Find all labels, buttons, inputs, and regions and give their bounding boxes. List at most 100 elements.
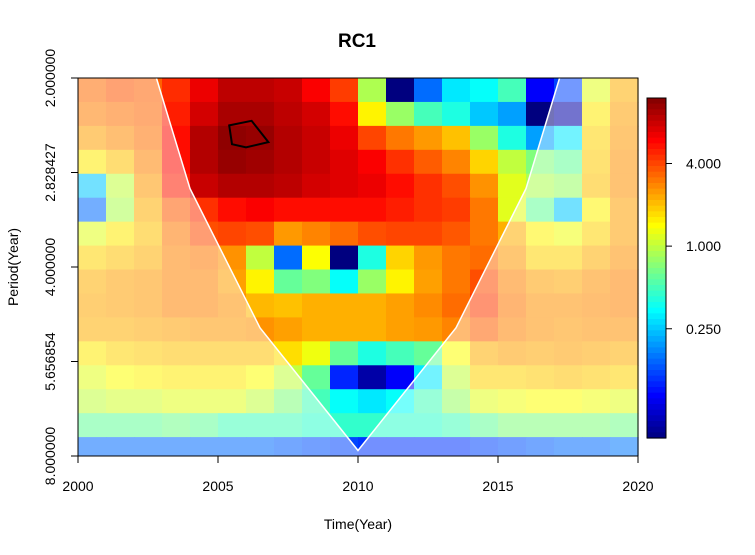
heatmap-cell [78,293,107,318]
heatmap-cell [162,221,191,247]
heatmap-cell [414,173,443,199]
heatmap-cell [302,101,331,127]
heatmap-cell [78,197,107,223]
colorbar-segment [647,160,666,167]
heatmap-cell [498,389,527,414]
heatmap-cell [554,365,583,390]
heatmap-cell [358,293,387,318]
heatmap-cell [106,413,135,438]
cone-boundary-line [155,77,561,452]
colorbar-segment [647,166,666,173]
heatmap-cell [274,293,303,318]
heatmap-cell [414,389,443,414]
heatmap-cell [302,173,331,199]
heatmap-cell [470,341,499,366]
heatmap-cell [106,341,135,366]
heatmap-cell [358,269,387,295]
heatmap-cell [190,413,219,438]
heatmap-cell [554,125,583,151]
heatmap-cell [274,78,303,103]
heatmap-cell [330,245,359,271]
heatmap-cell [526,365,555,390]
x-tick-label: 2010 [342,478,373,494]
colorbar-segment [647,415,666,422]
heatmap-cell [526,125,555,151]
heatmap-cell [526,413,555,438]
heatmap-cell [386,269,415,295]
heatmap-cell [442,365,471,390]
heatmap-cell [106,221,135,247]
heatmap-cell [190,221,219,247]
heatmap-cell [442,245,471,271]
heatmap-cell [274,269,303,295]
heatmap-cell [134,173,163,199]
heatmap-cell [610,413,639,438]
heatmap-cell [134,197,163,223]
heatmap-cell [330,317,359,342]
heatmap-cell [190,389,219,414]
heatmap-cell [470,125,499,151]
heatmap-cell [582,317,611,342]
heatmap-cell [106,389,135,414]
heatmap-cell [246,317,275,342]
heatmap-cell [414,125,443,151]
heatmap-cell [330,173,359,199]
heatmap-cell [610,197,639,223]
heatmap-cell [134,101,163,127]
colorbar-segment [647,171,666,178]
heatmap-cell [162,365,191,390]
heatmap-cell [218,245,247,271]
heatmap-cell [78,437,107,456]
heatmap-cell [134,293,163,318]
heatmap-cell [582,389,611,414]
heatmap-cell [442,221,471,247]
heatmap-cell [190,437,219,456]
heatmap-cell [190,341,219,366]
colorbar-segment [647,234,666,241]
heatmap-cell [610,149,639,175]
heatmap-cell [330,365,359,390]
heatmap-cell [442,197,471,223]
heatmap-cell [554,293,583,318]
heatmap-cell [218,437,247,456]
heatmap-cell [302,245,331,271]
heatmap-cell [554,245,583,271]
colorbar-segment [647,183,666,190]
heatmap-cell [246,365,275,390]
heatmap-cell [610,78,639,103]
heatmap-cell [246,197,275,223]
heatmap-cell [246,437,275,456]
colorbar-segment [647,421,666,428]
colorbar-segment [647,109,666,116]
colorbar-segment [647,296,666,303]
heatmap-cell [218,78,247,103]
heatmap-cell [470,293,499,318]
cone-outside-shade [78,78,638,456]
heatmap-cell [498,269,527,295]
heatmap-cell [526,317,555,342]
heatmap-cell [106,125,135,151]
colorbar-segment [647,319,666,326]
heatmap-cell [582,437,611,456]
heatmap-cell [386,317,415,342]
heatmap-cell [218,317,247,342]
heatmap-cell [246,78,275,103]
heatmap-cell [190,269,219,295]
heatmap-cell [246,101,275,127]
heatmap-cell [386,221,415,247]
colorbar-segment [647,409,666,416]
heatmap-cell [358,389,387,414]
heatmap-cell [246,293,275,318]
heatmap-cell [414,437,443,456]
heatmap-cell [554,389,583,414]
heatmap-cell [274,365,303,390]
heatmap-cell [442,293,471,318]
heatmap-cell [106,245,135,271]
heatmap-cell [190,293,219,318]
heatmap-cell [190,317,219,342]
heatmap-cell [134,149,163,175]
heatmap-cell [470,221,499,247]
colorbar-tick-label: 4.000 [686,155,721,171]
heatmap-cell [162,317,191,342]
colorbar-segment [647,262,666,269]
